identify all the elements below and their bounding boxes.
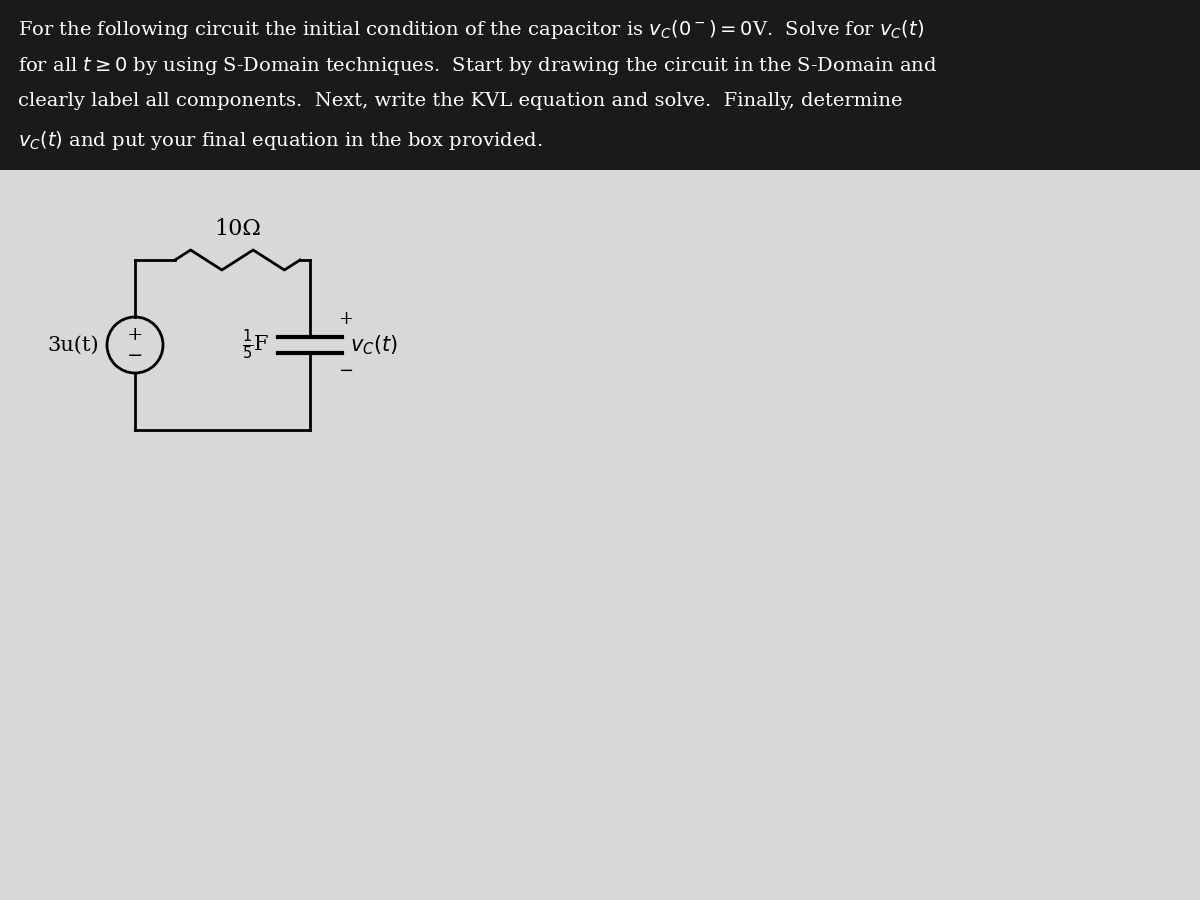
Text: $\frac{1}{5}$F: $\frac{1}{5}$F — [242, 328, 270, 363]
Text: clearly label all components.  Next, write the KVL equation and solve.  Finally,: clearly label all components. Next, writ… — [18, 92, 902, 110]
Text: +: + — [127, 326, 143, 344]
Text: 10Ω: 10Ω — [214, 218, 260, 240]
Text: +: + — [338, 310, 354, 328]
Text: for all $t\geq0$ by using S-Domain techniques.  Start by drawing the circuit in : for all $t\geq0$ by using S-Domain techn… — [18, 55, 937, 77]
Text: For the following circuit the initial condition of the capacitor is $v_C(0^-)=0$: For the following circuit the initial co… — [18, 18, 924, 41]
Text: −: − — [127, 347, 143, 365]
Bar — [0, 170, 1200, 900]
Bar — [0, 0, 1200, 170]
Text: $v_C(t)$ and put your final equation in the box provided.: $v_C(t)$ and put your final equation in … — [18, 129, 542, 152]
Text: $v_C(t)$: $v_C(t)$ — [350, 333, 398, 356]
Text: −: − — [338, 362, 354, 380]
Text: 3u(t): 3u(t) — [47, 336, 98, 355]
